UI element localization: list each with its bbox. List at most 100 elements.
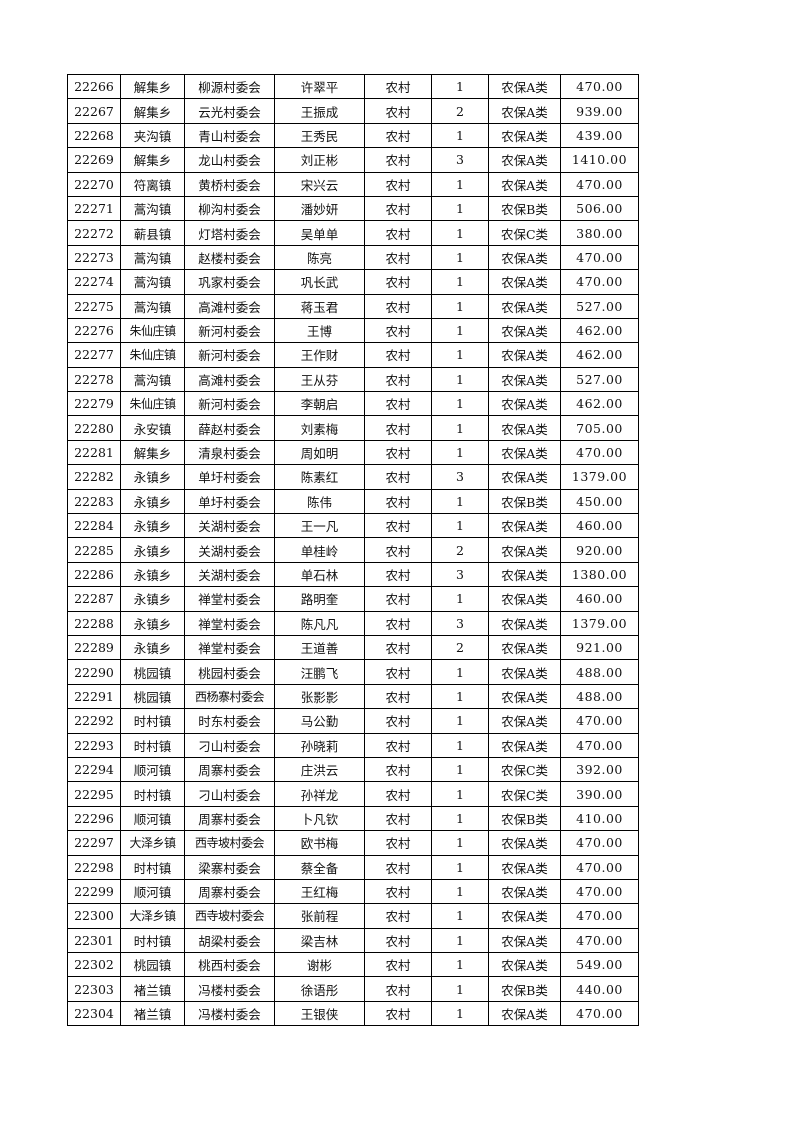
cell-row-id: 22267 — [67, 98, 121, 124]
cell-area-type: 农村 — [364, 415, 432, 441]
cell-person-name: 徐语彤 — [274, 976, 365, 1002]
cell-area-type: 农村 — [364, 878, 432, 905]
cell-amount: 527.00 — [560, 293, 639, 319]
cell-village-committee: 柳沟村委会 — [184, 195, 275, 222]
cell-household-count: 1 — [431, 708, 489, 734]
cell-row-id: 22303 — [67, 976, 121, 1002]
cell-household-count: 1 — [431, 1000, 489, 1027]
cell-household-count: 2 — [431, 98, 489, 124]
cell-insurance-category: 农保A类 — [488, 293, 561, 319]
cell-insurance-category: 农保A类 — [488, 683, 561, 710]
cell-household-count: 1 — [431, 122, 489, 149]
cell-town: 朱仙庄镇 — [120, 317, 185, 344]
cell-village-committee: 巩家村委会 — [184, 269, 275, 295]
table-row: 22272 蕲县镇 灯塔村委会 吴单单 农村 1 农保C类 380.00 — [67, 220, 639, 246]
cell-person-name: 周如明 — [274, 439, 365, 466]
cell-town: 解集乡 — [120, 98, 185, 124]
cell-insurance-category: 农保A类 — [488, 439, 561, 466]
cell-amount: 506.00 — [560, 195, 639, 222]
cell-insurance-category: 农保A类 — [488, 513, 561, 539]
cell-person-name: 许翠平 — [274, 73, 365, 100]
cell-amount: 470.00 — [560, 73, 639, 100]
cell-town: 永镇乡 — [120, 464, 185, 490]
cell-household-count: 1 — [431, 659, 489, 685]
cell-insurance-category: 农保A类 — [488, 73, 561, 100]
table-row: 22298 时村镇 梁寨村委会 蔡全备 农村 1 农保A类 470.00 — [67, 854, 639, 880]
cell-insurance-category: 农保C类 — [488, 781, 561, 807]
cell-row-id: 22295 — [67, 781, 121, 807]
cell-insurance-category: 农保A类 — [488, 366, 561, 393]
cell-town: 解集乡 — [120, 73, 185, 100]
cell-insurance-category: 农保A类 — [488, 586, 561, 612]
cell-town: 朱仙庄镇 — [120, 391, 185, 417]
cell-area-type: 农村 — [364, 391, 432, 417]
cell-insurance-category: 农保A类 — [488, 269, 561, 295]
cell-row-id: 22288 — [67, 610, 121, 636]
cell-town: 蕲县镇 — [120, 220, 185, 246]
cell-area-type: 农村 — [364, 73, 432, 100]
cell-household-count: 2 — [431, 537, 489, 563]
cell-row-id: 22275 — [67, 293, 121, 319]
cell-village-committee: 西寺坡村委会 — [184, 830, 275, 856]
cell-amount: 1379.00 — [560, 610, 639, 636]
cell-area-type: 农村 — [364, 634, 432, 661]
cell-insurance-category: 农保A类 — [488, 854, 561, 880]
cell-row-id: 22269 — [67, 147, 121, 173]
cell-household-count: 1 — [431, 732, 489, 758]
cell-row-id: 22271 — [67, 195, 121, 222]
cell-town: 永镇乡 — [120, 537, 185, 563]
cell-person-name: 路明奎 — [274, 586, 365, 612]
cell-village-committee: 赵楼村委会 — [184, 244, 275, 271]
cell-area-type: 农村 — [364, 659, 432, 685]
cell-village-committee: 关湖村委会 — [184, 513, 275, 539]
cell-area-type: 农村 — [364, 610, 432, 636]
table-row: 22269 解集乡 龙山村委会 刘正彬 农村 3 农保A类 1410.00 — [67, 147, 639, 173]
cell-household-count: 1 — [431, 927, 489, 954]
cell-row-id: 22274 — [67, 269, 121, 295]
cell-household-count: 1 — [431, 366, 489, 393]
cell-insurance-category: 农保A类 — [488, 732, 561, 758]
cell-person-name: 梁吉林 — [274, 927, 365, 954]
cell-row-id: 22298 — [67, 854, 121, 880]
cell-person-name: 吴单单 — [274, 220, 365, 246]
cell-area-type: 农村 — [364, 220, 432, 246]
cell-village-committee: 刁山村委会 — [184, 781, 275, 807]
cell-amount: 939.00 — [560, 98, 639, 124]
cell-insurance-category: 农保A类 — [488, 464, 561, 490]
cell-row-id: 22286 — [67, 561, 121, 588]
cell-area-type: 农村 — [364, 317, 432, 344]
cell-town: 夹沟镇 — [120, 122, 185, 149]
cell-village-committee: 冯楼村委会 — [184, 1000, 275, 1027]
table-row: 22280 永安镇 薛赵村委会 刘素梅 农村 1 农保A类 705.00 — [67, 415, 639, 441]
cell-person-name: 单桂岭 — [274, 537, 365, 563]
cell-person-name: 陈亮 — [274, 244, 365, 271]
cell-amount: 488.00 — [560, 683, 639, 710]
cell-town: 时村镇 — [120, 781, 185, 807]
cell-person-name: 孙晓莉 — [274, 732, 365, 758]
cell-town: 蒿沟镇 — [120, 366, 185, 393]
table-row: 22285 永镇乡 关湖村委会 单桂岭 农村 2 农保A类 920.00 — [67, 537, 639, 563]
cell-village-committee: 关湖村委会 — [184, 537, 275, 563]
cell-household-count: 1 — [431, 683, 489, 710]
cell-insurance-category: 农保A类 — [488, 171, 561, 197]
cell-area-type: 农村 — [364, 439, 432, 466]
cell-village-committee: 冯楼村委会 — [184, 976, 275, 1002]
cell-amount: 390.00 — [560, 781, 639, 807]
cell-village-committee: 时东村委会 — [184, 708, 275, 734]
cell-row-id: 22290 — [67, 659, 121, 685]
cell-person-name: 刘正彬 — [274, 147, 365, 173]
cell-area-type: 农村 — [364, 805, 432, 832]
cell-village-committee: 薛赵村委会 — [184, 415, 275, 441]
cell-area-type: 农村 — [364, 708, 432, 734]
cell-person-name: 王银侠 — [274, 1000, 365, 1027]
cell-row-id: 22292 — [67, 708, 121, 734]
cell-village-committee: 桃西村委会 — [184, 952, 275, 978]
cell-amount: 470.00 — [560, 927, 639, 954]
cell-area-type: 农村 — [364, 561, 432, 588]
cell-amount: 549.00 — [560, 952, 639, 978]
cell-row-id: 22289 — [67, 634, 121, 661]
cell-row-id: 22273 — [67, 244, 121, 271]
table-row: 22271 蒿沟镇 柳沟村委会 潘妙妍 农村 1 农保B类 506.00 — [67, 195, 639, 222]
cell-village-committee: 龙山村委会 — [184, 147, 275, 173]
cell-person-name: 庄洪云 — [274, 756, 365, 783]
